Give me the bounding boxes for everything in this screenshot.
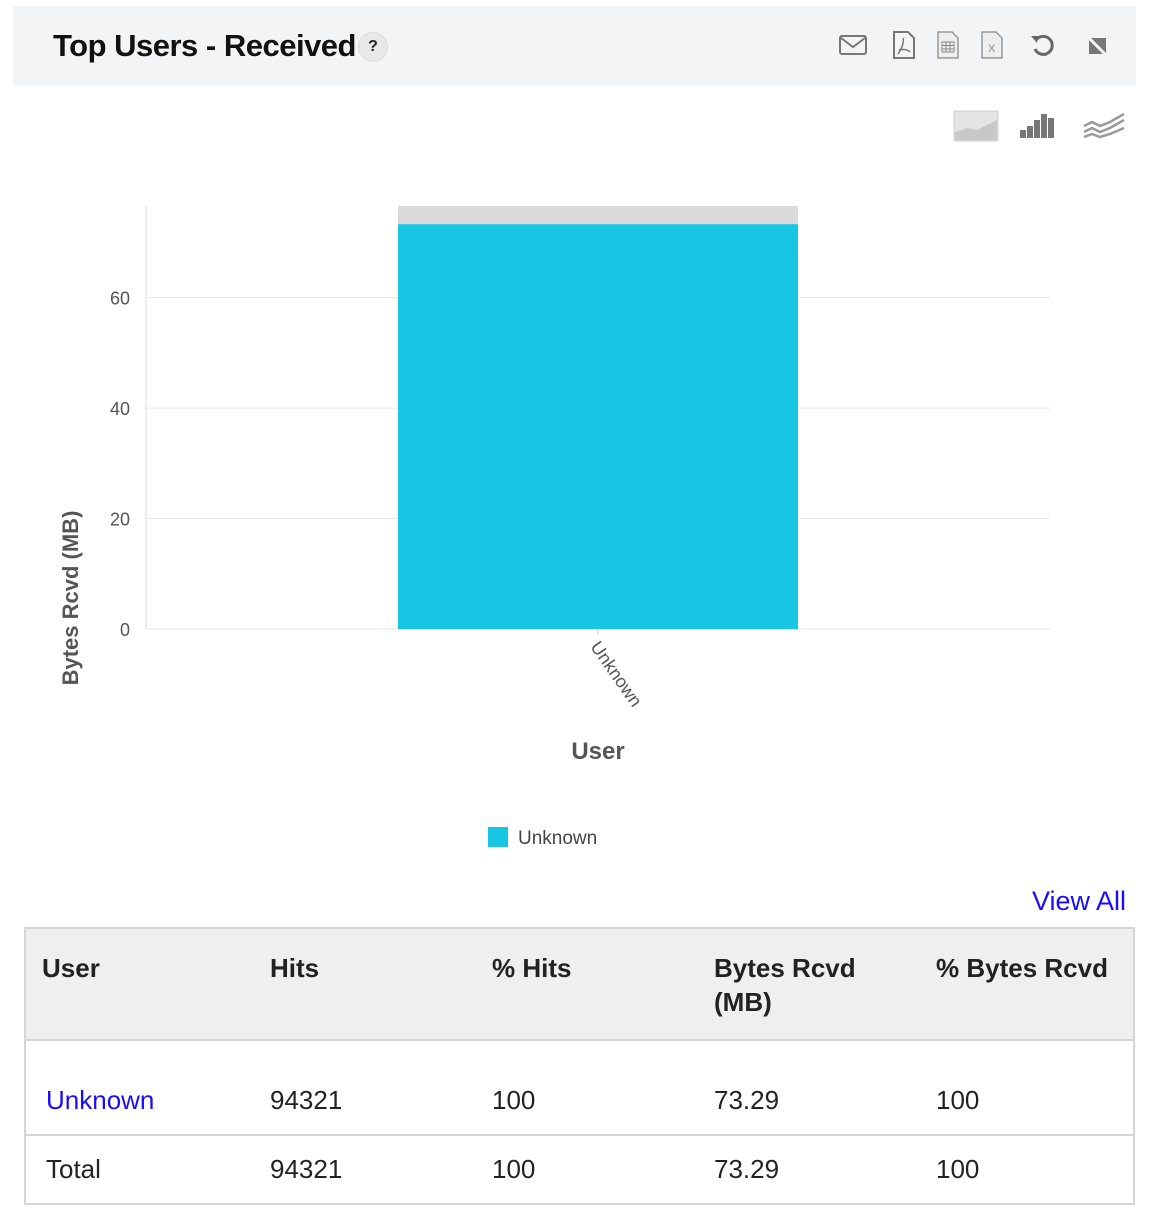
cell: 94321 bbox=[270, 1154, 343, 1184]
cell: 73.29 bbox=[698, 1040, 920, 1136]
legend-label[interactable]: Unknown bbox=[518, 828, 597, 849]
csv-icon[interactable] bbox=[933, 30, 963, 60]
cell: 73.29 bbox=[714, 1154, 780, 1184]
x-axis-title: User bbox=[571, 738, 624, 765]
legend-swatch bbox=[488, 827, 508, 847]
widget-title: Top Users - Received bbox=[53, 28, 356, 63]
user-link[interactable]: Unknown bbox=[46, 1085, 155, 1115]
area-chart-icon[interactable] bbox=[953, 108, 999, 144]
excel-icon[interactable]: X bbox=[977, 30, 1007, 60]
view-all-link[interactable]: View All bbox=[1031, 886, 1126, 916]
table-row: Unknown 94321 100 73.29 100 bbox=[25, 1040, 1134, 1136]
y-tick-label: 40 bbox=[110, 399, 130, 419]
users-table: User Hits % Hits Bytes Rcvd (MB) % Bytes… bbox=[24, 927, 1135, 1205]
total-row: Total 94321 100 73.29 100 bbox=[25, 1135, 1134, 1204]
y-tick-label: 0 bbox=[120, 620, 130, 640]
cell: 100 bbox=[920, 1040, 1134, 1136]
widget-header: Top Users - Received ? X bbox=[13, 6, 1136, 86]
cell: 100 bbox=[476, 1040, 698, 1136]
col-user: User bbox=[25, 928, 254, 1041]
help-button[interactable]: ? bbox=[358, 32, 388, 62]
y-axis-title: Bytes Rcvd (MB) bbox=[58, 511, 83, 686]
col-pct-bytes: % Bytes Rcvd bbox=[920, 928, 1134, 1041]
y-tick-label: 60 bbox=[110, 289, 130, 309]
cell: Total bbox=[46, 1154, 101, 1184]
x-tick-label: Unknown bbox=[587, 638, 646, 711]
cell: 94321 bbox=[254, 1040, 476, 1136]
col-hits: Hits bbox=[254, 928, 476, 1041]
bar-chart: 0 20 40 60 Unknown Bytes Rcvd (MB) User Unk… bbox=[58, 206, 1050, 849]
y-tick-label: 20 bbox=[110, 510, 130, 530]
refresh-icon[interactable] bbox=[1028, 30, 1058, 60]
bar[interactable] bbox=[398, 224, 798, 630]
line-chart-icon[interactable] bbox=[1082, 108, 1128, 144]
col-pct-hits: % Hits bbox=[476, 928, 698, 1041]
col-bytes: Bytes Rcvd (MB) bbox=[698, 928, 920, 1041]
pdf-icon[interactable] bbox=[889, 30, 919, 60]
collapse-icon[interactable] bbox=[1083, 30, 1113, 60]
mail-icon[interactable] bbox=[838, 30, 868, 60]
bar-chart-icon[interactable] bbox=[1018, 108, 1064, 144]
cell: 100 bbox=[936, 1154, 980, 1184]
svg-text:X: X bbox=[988, 43, 996, 55]
cell: 100 bbox=[492, 1154, 536, 1184]
